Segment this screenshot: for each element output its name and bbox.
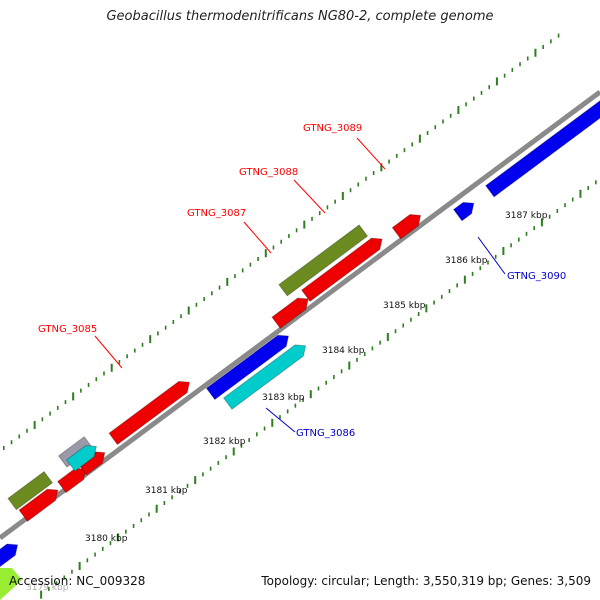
topology-summary: Topology: circular; Length: 3,550,319 bp… [261,574,591,588]
gene-label-gtng_3085[interactable]: GTNG_3085 [38,324,97,335]
tick-marks [3,33,597,599]
leader-line [94,335,123,369]
gene-3085[interactable] [108,380,191,446]
gene-label-gtng_3086[interactable]: GTNG_3086 [296,428,355,439]
leader-line [477,236,506,275]
leader-line [356,137,386,170]
gene-cyan-small[interactable] [65,445,98,472]
scale-label: 3184 kbp [322,346,365,356]
leader-line [265,407,296,433]
gene-blue-end[interactable] [485,95,600,198]
map-title: Geobacillus thermodenitrificans NG80-2, … [106,9,494,24]
gene-labels: GTNG_3085 GTNG_3086 GTNG_3087 GTNG_3088 GTNG… [38,123,566,439]
label-leader-lines [94,137,506,433]
gene-blue-mid[interactable] [205,334,290,401]
scale-label-cut: 3179 kbp [26,583,69,593]
gene-3084-arrow[interactable] [0,543,19,574]
leader-line [243,221,272,254]
gene-label-gtng_3088[interactable]: GTNG_3088 [239,167,298,178]
scale-label: 3180 kbp [85,534,128,544]
gene-3090[interactable] [452,201,475,222]
scale-label: 3187 kbp [505,211,548,221]
gene-olive-1[interactable] [7,470,54,511]
scale-labels: 3180 kbp 3181 kbp 3182 kbp 3183 kbp 3184 kbp… [26,211,548,593]
gene-3086[interactable] [222,344,307,410]
scale-label: 3181 kbp [145,486,188,496]
gene-label-gtng_3087[interactable]: GTNG_3087 [187,208,246,219]
scale-label: 3185 kbp [383,301,426,311]
gene-label-gtng_3090[interactable]: GTNG_3090 [507,271,566,282]
leader-line [293,179,326,214]
accession-label: Accession: NC_009328 [9,574,146,588]
gene-3088-red[interactable] [300,237,383,303]
gene-red-1[interactable] [18,488,59,523]
gene-label-gtng_3089[interactable]: GTNG_3089 [303,123,362,134]
gene-3089[interactable] [391,214,422,240]
gene-features[interactable] [0,95,600,600]
lime-gene-fragment[interactable] [0,568,22,600]
scale-label: 3186 kbp [445,256,488,266]
gene-3088[interactable] [278,224,369,297]
gene-red-2[interactable] [56,467,87,494]
scale-label: 3183 kbp [262,393,305,403]
scale-label: 3182 kbp [203,437,246,447]
gene-3087[interactable] [271,297,309,330]
